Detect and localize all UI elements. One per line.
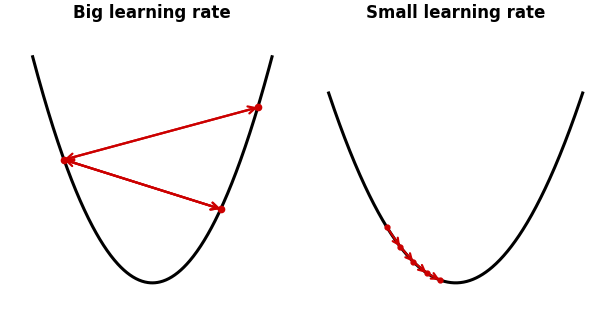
Title: Big learning rate: Big learning rate (74, 4, 231, 22)
Title: Small learning rate: Small learning rate (366, 4, 545, 22)
